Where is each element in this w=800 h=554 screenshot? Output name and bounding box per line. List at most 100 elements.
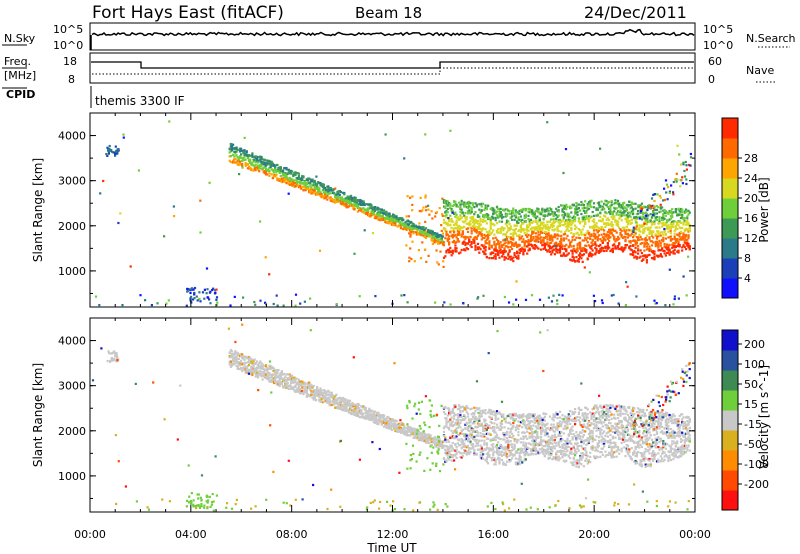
data-cell [252,360,255,363]
data-cell [251,373,254,377]
data-cell [350,412,353,415]
data-cell [610,204,613,207]
data-cell [297,175,300,178]
data-cell [412,223,415,226]
data-cell [455,250,458,253]
data-cell [426,230,429,233]
data-cell [269,367,272,370]
data-cell [465,247,468,250]
data-cell [448,251,451,254]
data-cell [377,208,380,211]
data-cell [494,212,497,215]
data-cell [487,216,490,219]
data-cell [266,369,269,372]
data-cell [211,288,214,292]
data-cell [264,173,268,176]
data-cell [453,227,456,230]
data-cell [580,213,583,216]
data-cell [686,244,689,247]
data-cell [601,246,604,250]
data-cell [570,249,573,252]
data-cell [557,234,560,237]
data-cell [193,297,196,300]
data-cell [498,220,501,223]
data-cell [274,175,277,178]
data-cell [479,231,482,234]
data-cell [581,239,584,242]
data-cell [659,254,662,257]
data-cell [478,203,481,206]
data-cell [345,407,348,410]
data-cell [518,236,521,239]
data-cell [488,243,491,246]
data-cell [451,229,454,232]
data-cell [584,248,587,251]
data-cell [315,175,318,178]
data-cell [556,225,559,228]
data-cell [584,234,587,237]
data-cell [648,231,651,234]
data-cell [370,419,373,422]
data-cell [586,231,589,234]
data-cell [673,237,676,241]
data-cell [372,412,375,415]
data-cell [617,302,620,305]
data-cell [553,228,556,231]
data-cell [459,215,462,218]
data-cell [681,210,684,213]
data-cell [454,222,457,225]
data-cell [395,419,398,423]
data-cell [637,236,640,239]
data-cell [272,367,276,370]
data-cell [625,281,628,284]
data-cell [107,150,111,154]
data-cell [322,191,325,194]
data-cell [236,364,239,367]
data-cell [485,255,488,259]
data-cell [350,202,353,205]
data-cell [340,408,344,411]
data-cell [514,232,517,235]
data-cell [688,246,691,249]
data-cell [484,240,487,243]
data-cell [590,233,593,236]
data-cell [550,235,553,238]
data-cell [271,374,274,377]
data-cell [570,231,573,235]
data-cell [514,211,517,214]
data-cell [489,232,492,235]
data-cell [574,250,577,253]
data-cell [460,203,463,206]
data-cell [516,246,519,249]
data-cell [552,248,555,251]
data-cell [102,179,105,183]
data-cell [677,249,680,252]
data-cell [163,235,166,238]
data-cell [647,226,650,229]
data-cell [569,258,572,261]
data-cell [262,364,265,368]
data-cell [683,245,686,248]
data-cell [634,239,637,242]
data-cell [451,249,454,252]
data-cell [533,227,536,230]
data-cell [487,235,490,238]
data-cell [567,215,570,218]
data-cell [420,210,423,213]
data-cell [421,241,424,244]
data-cell [238,173,241,176]
data-cell [527,242,530,245]
data-cell [513,224,516,227]
data-cell [674,178,677,181]
data-cell [393,214,396,217]
data-cell [640,202,643,205]
data-cell [605,222,608,225]
data-cell [644,217,647,220]
data-cell [422,206,425,209]
data-cell [595,251,598,254]
data-cell [594,242,597,245]
data-cell [445,222,448,225]
data-cell [511,242,514,245]
data-cell [304,181,307,184]
data-cell [454,241,457,244]
